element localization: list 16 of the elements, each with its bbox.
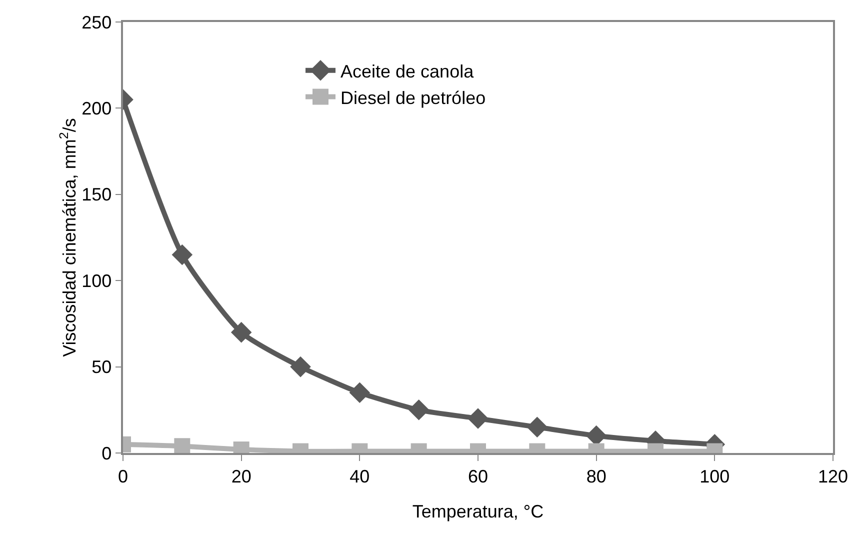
y-tick-label: 200 [82,98,112,118]
x-tick-label: 0 [118,466,128,486]
x-tick-label: 60 [468,466,488,486]
legend-label: Aceite de canola [340,61,475,82]
x-tick-label: 20 [231,466,252,486]
x-tick-label: 120 [818,466,848,486]
y-tick-label: 250 [82,12,112,32]
x-tick-label: 80 [586,466,606,486]
y-tick-label: 0 [102,443,112,464]
x-tick-label: 40 [350,466,370,486]
x-tick-label: 100 [700,466,730,486]
y-tick-label: 100 [82,270,112,291]
y-tick-label: 50 [92,357,112,378]
y-tick-label: 150 [82,184,112,205]
legend-label: Diesel de petróleo [340,88,486,108]
x-axis-title: Temperatura, °C [412,502,544,522]
